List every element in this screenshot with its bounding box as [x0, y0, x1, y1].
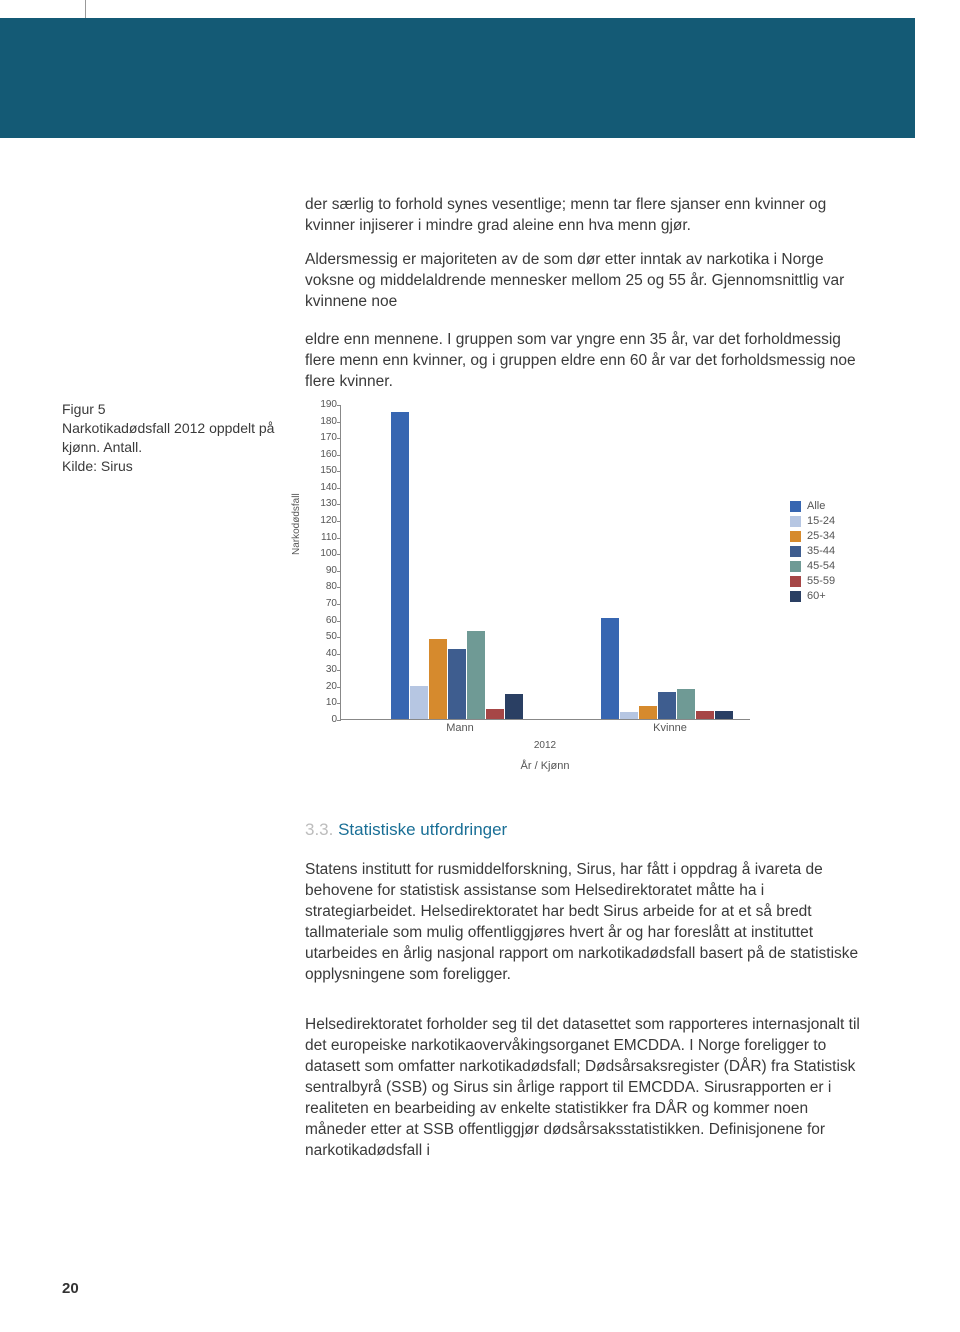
chart-bar — [639, 706, 657, 719]
chart-bar — [696, 711, 714, 719]
chart-ytick-mark — [337, 554, 341, 555]
chart-legend-item: 15-24 — [790, 515, 870, 527]
figure-title: Narkotikadødsfall 2012 oppdelt på kjønn.… — [62, 419, 282, 457]
chart-bar — [505, 694, 523, 719]
chart-group-label-mann: Mann — [390, 722, 530, 734]
chart-legend-swatch — [790, 576, 801, 587]
chart-legend-label: 15-24 — [807, 515, 835, 527]
chart-legend-item: 45-54 — [790, 560, 870, 572]
chart-ytick: 190 — [311, 399, 337, 410]
chart-ytick: 180 — [311, 416, 337, 427]
chart-bar — [620, 712, 638, 719]
figure-caption: Figur 5 Narkotikadødsfall 2012 oppdelt p… — [62, 400, 282, 476]
chart-ytick-mark — [337, 521, 341, 522]
chart-bar — [715, 711, 733, 719]
chart-ytick-mark — [337, 637, 341, 638]
chart-ytick: 100 — [311, 548, 337, 559]
paragraph-2: Aldersmessig er majoriteten av de som dø… — [305, 250, 870, 313]
chart-bar — [467, 631, 485, 719]
paragraph-4: Statens institutt for rusmiddelforskning… — [305, 860, 870, 986]
chart-ytick: 50 — [311, 631, 337, 642]
chart-ytick: 110 — [311, 532, 337, 543]
chart-ytick-mark — [337, 703, 341, 704]
chart-ytick-mark — [337, 488, 341, 489]
chart-y-axis-label: Narkodødsfall — [291, 493, 302, 555]
chart-legend-swatch — [790, 516, 801, 527]
chart-bar — [410, 686, 428, 719]
chart-ytick: 10 — [311, 697, 337, 708]
chart-ytick-mark — [337, 471, 341, 472]
chart-ytick-mark — [337, 422, 341, 423]
section-number: 3.3. — [305, 820, 333, 839]
chart-year-label: 2012 — [340, 740, 750, 751]
chart-bar — [677, 689, 695, 719]
header-band — [0, 18, 915, 138]
chart-legend-item: 60+ — [790, 590, 870, 602]
chart-ytick-mark — [337, 587, 341, 588]
chart-ytick-mark — [337, 654, 341, 655]
chart-ytick: 150 — [311, 465, 337, 476]
chart-bar — [601, 618, 619, 719]
chart-ytick: 20 — [311, 681, 337, 692]
chart-ytick: 170 — [311, 432, 337, 443]
chart-legend-swatch — [790, 591, 801, 602]
chart-legend-swatch — [790, 501, 801, 512]
chart-ytick-mark — [337, 538, 341, 539]
chart-ytick-mark — [337, 621, 341, 622]
chart-legend-label: Alle — [807, 500, 825, 512]
paragraph-5: Helsedirektoratet forholder seg til det … — [305, 1015, 870, 1161]
chart-ytick: 130 — [311, 498, 337, 509]
chart-ytick: 160 — [311, 449, 337, 460]
chart-bar — [391, 412, 409, 719]
chart-legend-swatch — [790, 561, 801, 572]
chart-ytick-mark — [337, 687, 341, 688]
chart-group-label-kvinne: Kvinne — [600, 722, 740, 734]
chart-ytick-mark — [337, 670, 341, 671]
chart-legend-label: 55-59 — [807, 575, 835, 587]
section-heading: 3.3. Statistiske utfordringer — [305, 820, 507, 840]
section-title: Statistiske utfordringer — [338, 820, 507, 839]
paragraph-3: eldre enn mennene. I gruppen som var yng… — [305, 330, 870, 393]
chart-legend-label: 35-44 — [807, 545, 835, 557]
chart-ytick: 80 — [311, 581, 337, 592]
chart-plot-area — [340, 405, 750, 720]
figure-number: Figur 5 — [62, 400, 282, 419]
chart-ytick: 70 — [311, 598, 337, 609]
chart-legend-item: Alle — [790, 500, 870, 512]
chart-ytick: 120 — [311, 515, 337, 526]
bar-chart: Narkodødsfall Mann Kvinne 2012 År / Kjøn… — [305, 400, 870, 780]
chart-ytick-mark — [337, 604, 341, 605]
paragraph-1: der særlig to forhold synes vesentlige; … — [305, 195, 870, 237]
chart-ytick-mark — [337, 504, 341, 505]
figure-source: Kilde: Sirus — [62, 457, 282, 476]
chart-legend-item: 55-59 — [790, 575, 870, 587]
chart-ytick: 90 — [311, 565, 337, 576]
chart-ytick-mark — [337, 438, 341, 439]
chart-ytick-mark — [337, 405, 341, 406]
chart-ytick-mark — [337, 455, 341, 456]
chart-ytick-mark — [337, 571, 341, 572]
chart-ytick: 40 — [311, 648, 337, 659]
chart-legend-item: 35-44 — [790, 545, 870, 557]
chart-ytick: 60 — [311, 615, 337, 626]
chart-bar — [486, 709, 504, 719]
chart-legend-label: 60+ — [807, 590, 826, 602]
chart-legend-swatch — [790, 546, 801, 557]
page-number: 20 — [62, 1280, 79, 1297]
chart-bar — [448, 649, 466, 719]
chart-bar — [658, 692, 676, 719]
chart-ytick: 140 — [311, 482, 337, 493]
chart-legend-label: 45-54 — [807, 560, 835, 572]
chart-legend-item: 25-34 — [790, 530, 870, 542]
chart-legend: Alle 15-24 25-34 35-44 45-54 55-59 60+ — [790, 500, 870, 605]
chart-legend-swatch — [790, 531, 801, 542]
chart-ytick: 0 — [311, 714, 337, 725]
chart-ytick-mark — [337, 720, 341, 721]
chart-x-axis-label: År / Kjønn — [340, 760, 750, 772]
chart-legend-label: 25-34 — [807, 530, 835, 542]
chart-bar — [429, 639, 447, 719]
chart-ytick: 30 — [311, 664, 337, 675]
